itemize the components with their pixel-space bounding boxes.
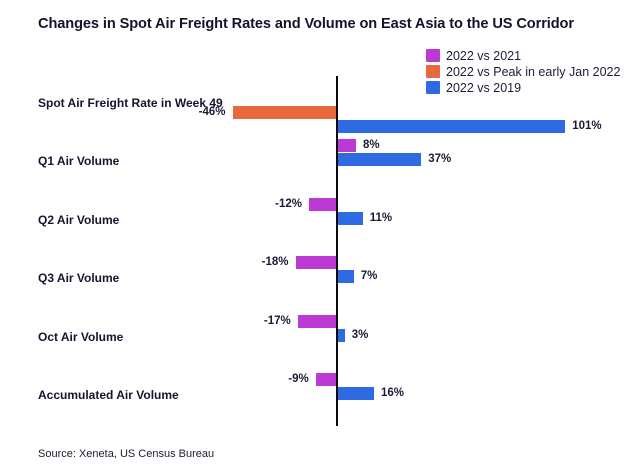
value-label: 37% — [428, 153, 452, 165]
legend-item-label: 2022 vs 2019 — [446, 80, 522, 95]
value-label: 3% — [351, 329, 369, 341]
category-label: Spot Air Freight Rate in Week 49 — [38, 96, 223, 110]
value-label: 101% — [572, 120, 602, 132]
category-label: Q2 Air Volume — [38, 213, 120, 227]
bar-segment — [338, 120, 566, 133]
value-label: 7% — [360, 270, 378, 282]
category-label: Oct Air Volume — [38, 330, 124, 344]
zero-axis-line — [336, 76, 338, 426]
legend-item-label: 2022 vs 2021 — [446, 48, 522, 63]
bar-segment — [295, 256, 336, 269]
legend-item: 2022 vs Peak in early Jan 2022 — [426, 64, 621, 79]
legend-swatch — [426, 81, 440, 94]
category-label: Accumulated Air Volume — [38, 388, 179, 402]
legend-swatch — [426, 65, 440, 78]
legend-item: 2022 vs 2021 — [426, 48, 620, 63]
value-label: -9% — [288, 373, 309, 385]
bar-segment — [338, 270, 354, 283]
legend-swatch — [426, 49, 440, 62]
bar-segment — [232, 106, 336, 119]
bar-segment — [309, 198, 336, 211]
bar-segment — [338, 212, 363, 225]
source-note: Source: Xeneta, US Census Bureau — [38, 448, 215, 460]
legend-item-label: 2022 vs Peak in early Jan 2022 — [446, 64, 621, 79]
bar-segment — [338, 153, 422, 166]
value-label: -18% — [261, 256, 289, 268]
legend-item: 2022 vs 2019 — [426, 80, 620, 95]
bar-segment — [338, 387, 374, 400]
bar-segment — [338, 139, 356, 152]
bar-segment — [297, 315, 336, 328]
legend: 2022 vs 2021 2022 vs Peak in early Jan 20… — [426, 49, 620, 97]
chart-title: Changes in Spot Air Freight Rates and Vo… — [38, 16, 574, 32]
value-label: 11% — [369, 212, 393, 224]
bar-segment — [338, 329, 345, 342]
value-label: -17% — [263, 315, 291, 327]
value-label: -46% — [198, 106, 226, 118]
category-label: Q1 Air Volume — [38, 154, 120, 168]
category-label: Q3 Air Volume — [38, 271, 120, 285]
value-label: -12% — [275, 198, 302, 210]
bar-segment — [315, 373, 336, 386]
value-label: 8% — [363, 139, 380, 151]
value-label: 16% — [381, 387, 405, 399]
